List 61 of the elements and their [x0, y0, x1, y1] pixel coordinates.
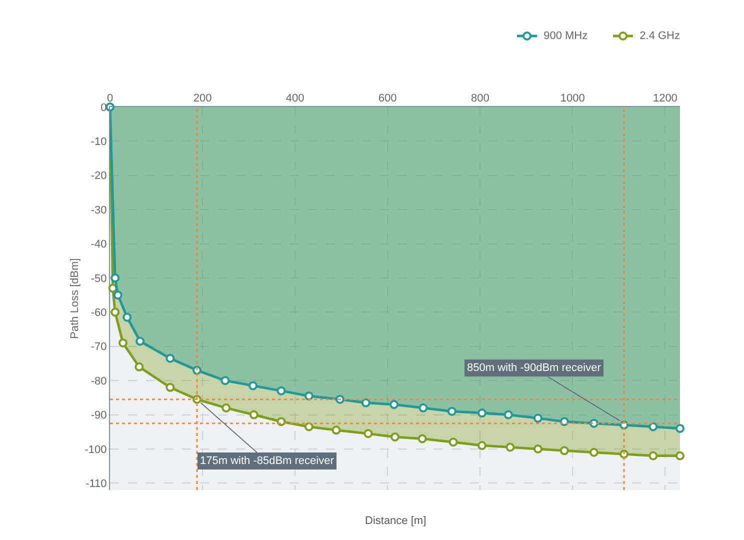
- point: [648, 451, 658, 460]
- point: [648, 422, 658, 432]
- point: [676, 424, 684, 433]
- point: [533, 414, 542, 423]
- point: [364, 429, 373, 438]
- point: [110, 308, 120, 317]
- point: [166, 382, 175, 392]
- y-axis-title: Path Loss [dBm]: [69, 258, 81, 339]
- point: [560, 446, 569, 456]
- annotation: 175m with -85dBm receiver: [200, 455, 334, 467]
- point: [477, 441, 486, 450]
- point: [448, 438, 458, 447]
- x-tick-label: 1000: [560, 92, 585, 105]
- x-tick-label: 200: [193, 92, 212, 105]
- point: [113, 290, 122, 300]
- point: [589, 448, 598, 457]
- point: [249, 410, 258, 420]
- y-tick-label: -50: [90, 272, 107, 285]
- point: [276, 386, 286, 396]
- y-tick-label: -30: [90, 204, 107, 216]
- point: [506, 442, 515, 452]
- point: [332, 426, 341, 435]
- y-tick-label: -80: [90, 375, 107, 388]
- point: [477, 408, 486, 418]
- point: [676, 451, 684, 460]
- legend-label: 2.4 GHz: [640, 30, 680, 42]
- point: [118, 338, 128, 348]
- y-tick-label: -100: [84, 444, 107, 456]
- point: [418, 403, 428, 412]
- y-tick-label: 0: [100, 102, 107, 114]
- y-tick-label: -90: [90, 410, 107, 422]
- y-tick-label: -70: [90, 341, 107, 354]
- point: [248, 381, 258, 390]
- point: [134, 362, 144, 372]
- y-tick-label: -110: [86, 478, 107, 490]
- point: [122, 312, 132, 322]
- point: [390, 432, 400, 442]
- y-tick-label: -10: [90, 136, 107, 148]
- x-tick-label: 400: [286, 92, 304, 105]
- legend-label: 900 MHz: [544, 30, 588, 42]
- point: [166, 354, 175, 363]
- point: [361, 398, 370, 408]
- point: [304, 422, 314, 432]
- point: [504, 410, 513, 420]
- point: [418, 434, 427, 444]
- point: [304, 391, 314, 400]
- point: [447, 406, 456, 416]
- point: [533, 444, 542, 454]
- y-tick-label: -60: [90, 307, 107, 320]
- x-tick-label: 1200: [652, 92, 678, 105]
- point: [220, 376, 230, 386]
- x-axis-title: Distance [m]: [365, 515, 426, 527]
- point: [136, 336, 145, 346]
- annotation: 850m with -90dBm receiver: [467, 362, 602, 374]
- y-tick-label: -40: [90, 238, 107, 251]
- point: [390, 400, 399, 410]
- point: [222, 403, 231, 412]
- x-tick-label: 800: [470, 92, 490, 105]
- point: [110, 273, 120, 282]
- x-tick-label: 600: [378, 92, 397, 105]
- y-tick-label: -20: [90, 170, 107, 182]
